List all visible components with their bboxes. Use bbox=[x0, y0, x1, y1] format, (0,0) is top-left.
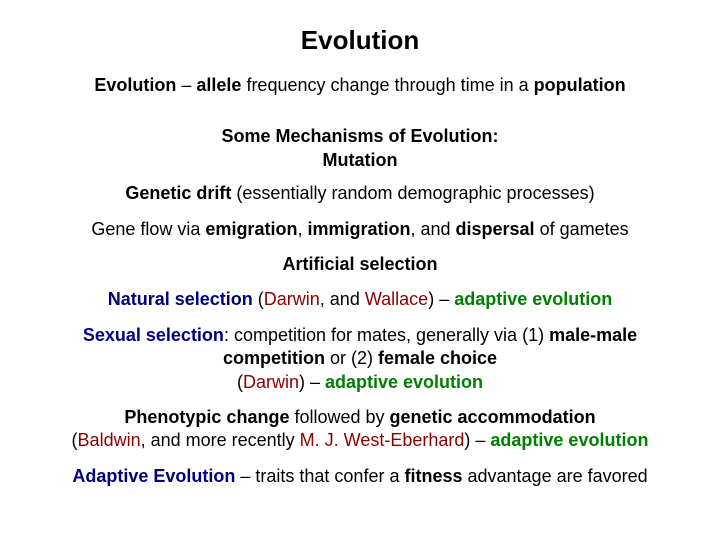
ns-darwin: Darwin bbox=[264, 289, 320, 309]
ae-rest: advantage are favored bbox=[463, 466, 648, 486]
flow-emigration: emigration bbox=[205, 219, 297, 239]
ns-adaptive: adaptive evolution bbox=[454, 289, 612, 309]
def-mid: frequency change through time in a bbox=[241, 75, 533, 95]
pc-label: Phenotypic change bbox=[124, 407, 289, 427]
adaptive-evolution-line: Adaptive Evolution – traits that confer … bbox=[45, 465, 675, 488]
sub-line1: Some Mechanisms of Evolution: bbox=[221, 126, 498, 146]
ae-fitness: fitness bbox=[404, 466, 462, 486]
flow-c1: , bbox=[297, 219, 307, 239]
flow-post: of gametes bbox=[535, 219, 629, 239]
genetic-drift-line: Genetic drift (essentially random demogr… bbox=[45, 182, 675, 205]
phenotypic-change-line: Phenotypic change followed by genetic ac… bbox=[45, 406, 675, 453]
sub-line2: Mutation bbox=[323, 150, 398, 170]
ss-label: Sexual selection bbox=[83, 325, 224, 345]
drift-label: Genetic drift bbox=[125, 183, 231, 203]
ss-close: ) – bbox=[299, 372, 325, 392]
ss-colon: : competition for mates, generally via (… bbox=[224, 325, 549, 345]
pc-accom: genetic accommodation bbox=[390, 407, 596, 427]
ns-paren-open: ( bbox=[253, 289, 264, 309]
page-title: Evolution bbox=[45, 25, 675, 56]
mechanisms-heading: Some Mechanisms of Evolution: Mutation bbox=[45, 125, 675, 172]
def-label: Evolution bbox=[94, 75, 176, 95]
ae-label: Adaptive Evolution bbox=[72, 466, 235, 486]
def-sep: – bbox=[176, 75, 196, 95]
pc-mid1: followed by bbox=[289, 407, 389, 427]
evolution-definition: Evolution – allele frequency change thro… bbox=[45, 74, 675, 97]
def-allele: allele bbox=[196, 75, 241, 95]
natural-selection-line: Natural selection (Darwin, and Wallace) … bbox=[45, 288, 675, 311]
ae-sep: – traits that confer a bbox=[235, 466, 404, 486]
ss-darwin: Darwin bbox=[243, 372, 299, 392]
pc-baldwin: Baldwin bbox=[78, 430, 141, 450]
ns-paren-close: ) – bbox=[428, 289, 454, 309]
gene-flow-line: Gene flow via emigration, immigration, a… bbox=[45, 218, 675, 241]
flow-pre: Gene flow via bbox=[91, 219, 205, 239]
ss-or: or (2) bbox=[325, 348, 378, 368]
drift-rest: (essentially random demographic processe… bbox=[231, 183, 594, 203]
ss-adaptive: adaptive evolution bbox=[325, 372, 483, 392]
ns-mid: , and bbox=[320, 289, 365, 309]
pc-adaptive: adaptive evolution bbox=[490, 430, 648, 450]
artificial-selection-line: Artificial selection bbox=[45, 253, 675, 276]
ns-wallace: Wallace bbox=[365, 289, 428, 309]
flow-dispersal: dispersal bbox=[456, 219, 535, 239]
def-population: population bbox=[534, 75, 626, 95]
pc-mid2: , and more recently bbox=[141, 430, 300, 450]
ss-female: female choice bbox=[378, 348, 497, 368]
pc-west: M. J. West-Eberhard bbox=[300, 430, 465, 450]
flow-c2: , and bbox=[410, 219, 455, 239]
flow-immigration: immigration bbox=[307, 219, 410, 239]
pc-close: ) – bbox=[464, 430, 490, 450]
slide-content: Evolution Evolution – allele frequency c… bbox=[0, 0, 720, 525]
ns-label: Natural selection bbox=[108, 289, 253, 309]
sexual-selection-line: Sexual selection: competition for mates,… bbox=[45, 324, 675, 394]
